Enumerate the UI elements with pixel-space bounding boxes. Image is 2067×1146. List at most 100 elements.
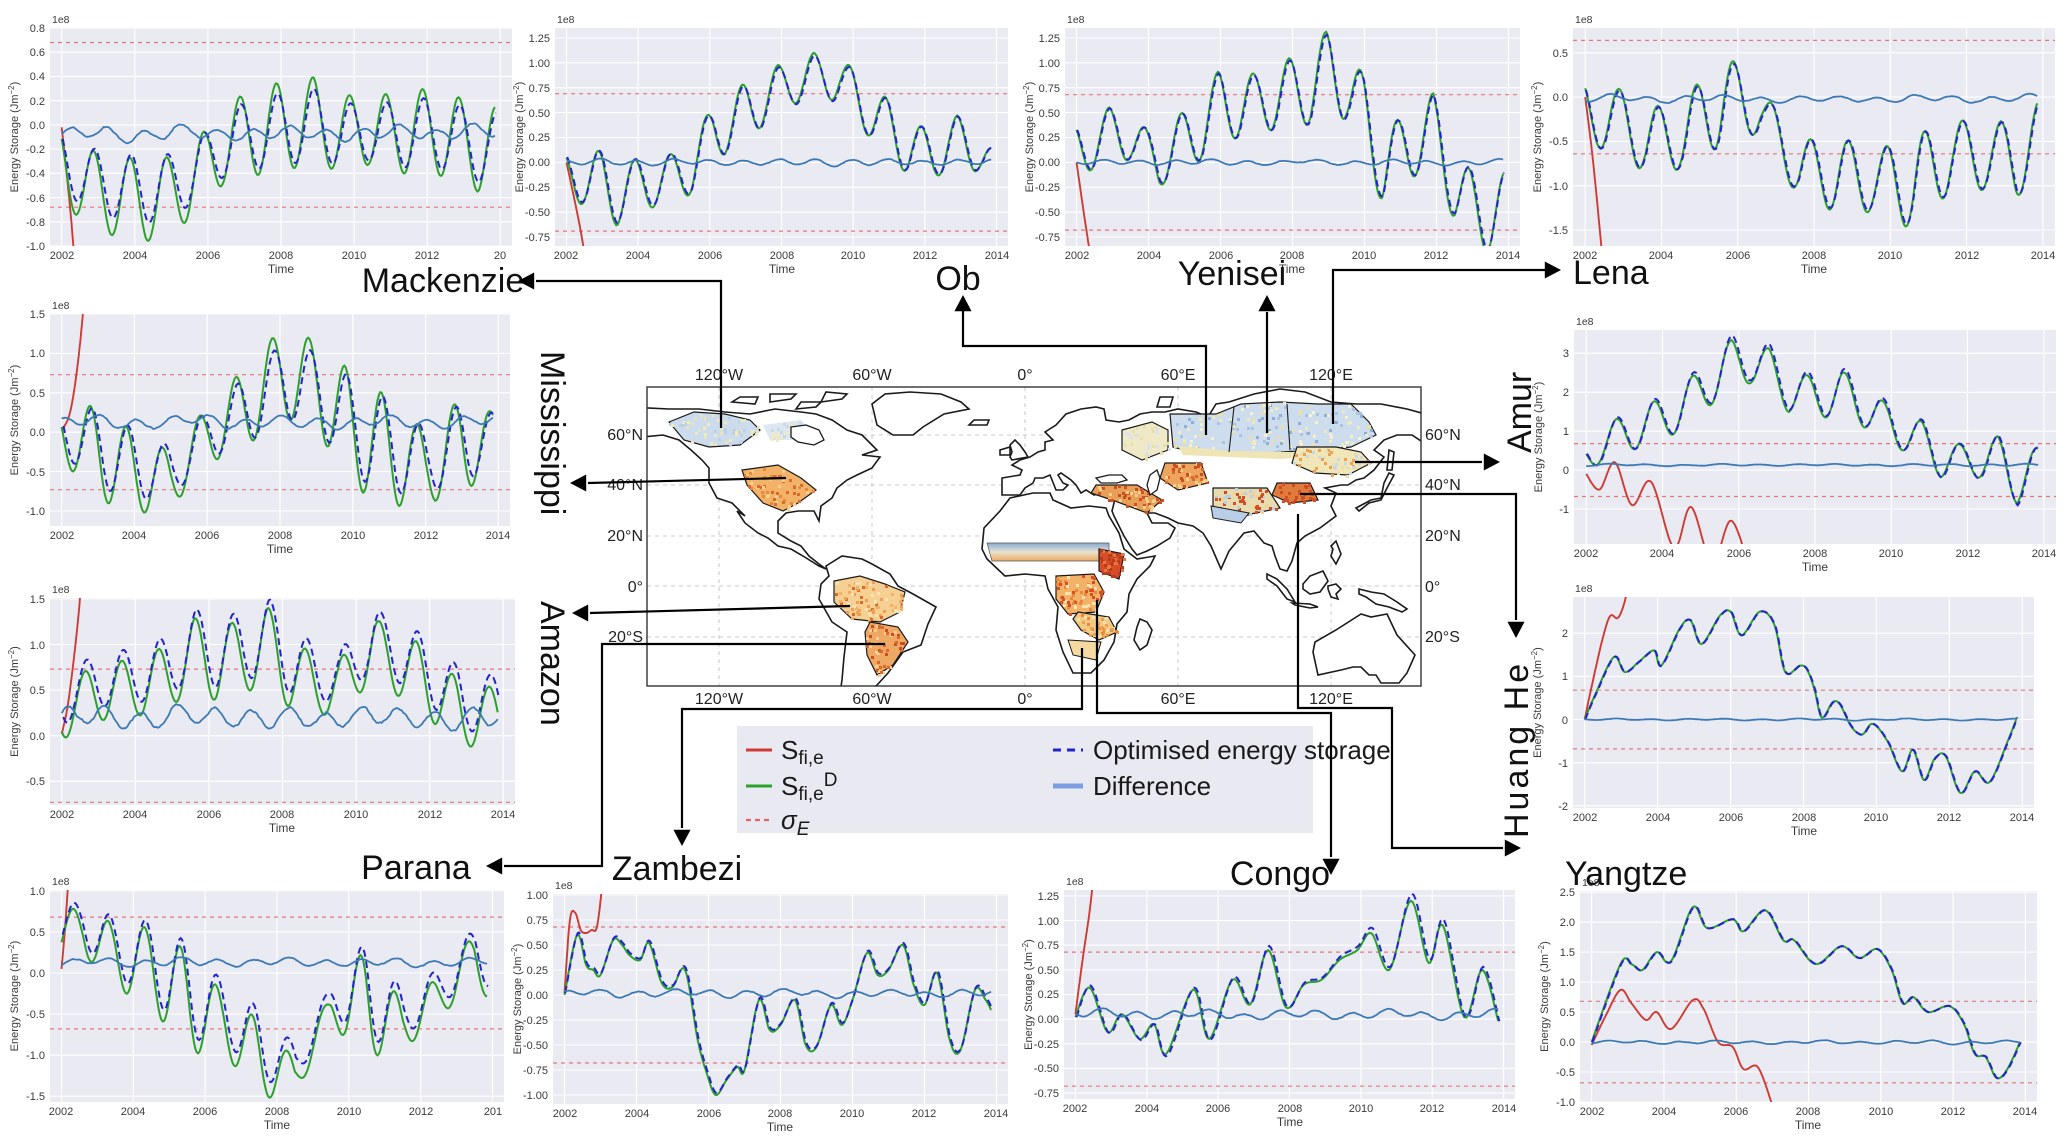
svg-text:Mackenzie: Mackenzie [362,262,525,300]
svg-text:0.00: 0.00 [1038,1014,1059,1026]
svg-text:2014: 2014 [985,250,1009,262]
svg-text:0: 0 [1562,715,1568,727]
svg-text:2014: 2014 [2010,812,2034,824]
svg-text:-0.25: -0.25 [523,1015,548,1027]
svg-text:0°: 0° [628,579,643,596]
svg-text:1.5: 1.5 [30,594,45,606]
svg-text:Energy Storage (Jm−2): Energy Storage (Jm−2) [510,944,524,1055]
svg-text:2008: 2008 [1792,812,1816,824]
svg-text:Time: Time [767,1120,794,1134]
svg-text:0.75: 0.75 [1038,940,1059,952]
svg-text:Zambezi: Zambezi [612,850,742,888]
svg-text:0.0: 0.0 [30,731,45,743]
svg-text:Energy Storage (Jm−2): Energy Storage (Jm−2) [1021,939,1035,1050]
svg-text:20°S: 20°S [608,629,643,646]
svg-text:Time: Time [1795,1118,1822,1132]
svg-text:0.5: 0.5 [1553,48,1568,60]
svg-text:2014: 2014 [2031,250,2055,262]
svg-text:20°N: 20°N [1425,528,1461,545]
svg-text:2008: 2008 [265,1106,289,1118]
svg-text:2002: 2002 [49,1106,73,1118]
svg-text:2010: 2010 [840,1108,864,1120]
svg-text:0.8: 0.8 [30,23,45,35]
svg-text:2004: 2004 [123,809,147,821]
svg-text:0.0: 0.0 [30,427,45,439]
svg-text:Energy Storage (Jm−2): Energy Storage (Jm−2) [1530,647,1544,758]
svg-text:2004: 2004 [1650,548,1674,560]
svg-text:Energy Storage (Jm−2): Energy Storage (Jm−2) [1530,82,1544,193]
svg-text:σE: σE [781,805,810,840]
svg-text:Time: Time [264,1118,291,1132]
svg-text:60°N: 60°N [607,427,643,444]
svg-text:2008: 2008 [269,250,293,262]
svg-text:2010: 2010 [1352,250,1376,262]
svg-text:Energy Storage (Jm−2): Energy Storage (Jm−2) [7,365,21,476]
svg-text:-1.0: -1.0 [26,1050,45,1062]
svg-text:2014: 2014 [2013,1106,2037,1118]
svg-text:Huang He: Huang He [1498,661,1536,838]
svg-text:2002: 2002 [1573,250,1597,262]
svg-text:2010: 2010 [841,250,865,262]
svg-text:Amazon: Amazon [533,601,571,726]
svg-text:2014: 2014 [486,530,510,542]
svg-text:Time: Time [1279,262,1306,276]
svg-text:0.50: 0.50 [527,940,548,952]
svg-text:1e8: 1e8 [1582,877,1600,889]
svg-text:2008: 2008 [768,1108,792,1120]
svg-text:-1.00: -1.00 [523,1090,548,1102]
svg-text:1.0: 1.0 [1560,977,1575,989]
svg-text:2012: 2012 [414,530,438,542]
svg-text:2012: 2012 [415,250,439,262]
svg-text:2012: 2012 [1424,250,1448,262]
svg-text:0.2: 0.2 [30,96,45,108]
svg-text:0.75: 0.75 [1039,83,1060,95]
svg-text:-0.25: -0.25 [1034,1039,1059,1051]
svg-text:60°E: 60°E [1161,691,1196,708]
svg-text:Time: Time [1801,262,1828,276]
svg-text:1.25: 1.25 [529,33,550,45]
svg-text:2014: 2014 [2032,548,2056,560]
svg-text:2006: 2006 [1726,250,1750,262]
svg-text:2008: 2008 [1803,548,1827,560]
svg-text:0.25: 0.25 [527,965,548,977]
svg-text:Mississippi: Mississippi [533,351,571,515]
svg-text:-0.6: -0.6 [26,193,45,205]
svg-text:1.00: 1.00 [1038,916,1059,928]
svg-text:0.75: 0.75 [529,83,550,95]
svg-text:0.75: 0.75 [527,915,548,927]
svg-text:2002: 2002 [1065,250,1089,262]
svg-text:-0.5: -0.5 [1549,136,1568,148]
svg-text:-0.75: -0.75 [525,232,550,244]
svg-text:-0.50: -0.50 [523,1040,548,1052]
svg-text:2010: 2010 [341,530,365,542]
svg-text:1.5: 1.5 [1560,947,1575,959]
svg-text:1.0: 1.0 [30,348,45,360]
svg-text:2014: 2014 [1492,1103,1516,1115]
svg-text:-0.50: -0.50 [1034,1063,1059,1075]
svg-text:0°: 0° [1017,691,1032,708]
svg-text:0.25: 0.25 [1038,989,1059,1001]
svg-text:0.0: 0.0 [1553,92,1568,104]
svg-text:2006: 2006 [195,530,219,542]
svg-text:-0.5: -0.5 [26,776,45,788]
svg-text:2004: 2004 [1137,250,1161,262]
svg-text:-2: -2 [1558,801,1568,813]
svg-text:2.5: 2.5 [1560,887,1575,899]
svg-text:2012: 2012 [409,1106,433,1118]
svg-text:40°N: 40°N [1425,477,1461,494]
svg-text:Time: Time [269,821,296,835]
svg-text:0.50: 0.50 [1039,108,1060,120]
svg-text:2010: 2010 [337,1106,361,1118]
svg-text:2004: 2004 [1646,812,1670,824]
svg-text:2012: 2012 [912,1108,936,1120]
svg-text:2012: 2012 [1955,250,1979,262]
svg-text:1e8: 1e8 [557,14,575,26]
svg-text:2010: 2010 [1869,1106,1893,1118]
svg-text:2010: 2010 [342,250,366,262]
svg-text:-0.5: -0.5 [1556,1067,1575,1079]
svg-text:2008: 2008 [1280,250,1304,262]
svg-text:2008: 2008 [1802,250,1826,262]
svg-text:2012: 2012 [913,250,937,262]
svg-text:0.00: 0.00 [529,157,550,169]
svg-text:60°E: 60°E [1161,367,1196,384]
